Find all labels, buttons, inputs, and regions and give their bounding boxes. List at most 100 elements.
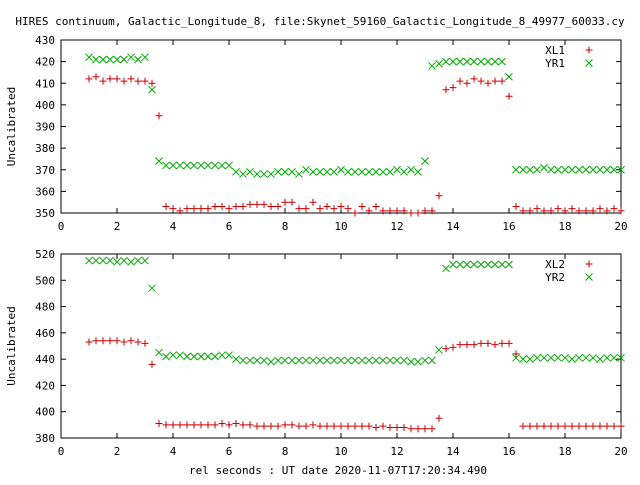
data-point (428, 207, 436, 215)
data-point (540, 422, 548, 430)
y-tick-label: 400 (35, 406, 55, 419)
x-tick-label: 2 (114, 445, 121, 458)
data-point (393, 423, 401, 431)
data-point (148, 284, 156, 293)
data-point (253, 200, 261, 208)
data-point (617, 353, 625, 362)
data-point (498, 260, 506, 269)
data-point (141, 256, 149, 265)
data-point (491, 341, 499, 349)
data-point (85, 256, 93, 265)
data-point (449, 57, 457, 66)
data-point (414, 209, 422, 217)
data-point (547, 165, 555, 174)
data-point (232, 355, 240, 363)
data-point (176, 207, 184, 215)
data-point (162, 161, 170, 170)
data-point (218, 351, 226, 360)
data-point (309, 356, 317, 365)
data-point (225, 161, 233, 170)
data-point (337, 165, 345, 174)
data-point (470, 75, 478, 83)
data-point (610, 205, 618, 213)
data-point (421, 356, 429, 365)
data-point (449, 84, 457, 92)
y-tick-label: 480 (35, 301, 55, 314)
data-point (225, 351, 233, 360)
data-point (288, 168, 296, 176)
data-point (323, 356, 331, 365)
x-tick-label: 0 (58, 445, 65, 458)
data-point (204, 421, 212, 429)
data-point (372, 356, 380, 365)
data-point (99, 256, 107, 265)
data-point (113, 258, 121, 266)
data-point (232, 420, 240, 428)
data-point (400, 207, 408, 215)
data-point (442, 86, 450, 94)
legend-marker (585, 46, 593, 54)
data-point (92, 256, 100, 265)
x-tick-label: 8 (282, 220, 289, 233)
data-point (120, 338, 128, 346)
data-point (512, 165, 520, 174)
data-point (442, 264, 450, 273)
data-point (554, 165, 562, 174)
data-point (183, 205, 191, 213)
data-point (134, 77, 142, 85)
data-point (344, 356, 352, 365)
data-point (428, 356, 436, 365)
data-point (386, 168, 394, 176)
data-point (253, 422, 261, 430)
legend-marker (585, 260, 593, 268)
data-point (414, 357, 422, 366)
data-point (134, 55, 142, 64)
data-point (526, 355, 534, 363)
x-tick-label: 10 (334, 445, 347, 458)
data-point (484, 79, 492, 87)
data-point (344, 422, 352, 430)
x-tick-label: 16 (502, 445, 515, 458)
data-point (169, 205, 177, 213)
data-point (540, 207, 548, 215)
data-point (400, 423, 408, 431)
data-point (477, 339, 485, 347)
x-tick-label: 2 (114, 220, 121, 233)
data-point (435, 59, 443, 68)
data-point (351, 168, 359, 176)
data-point (526, 422, 534, 430)
data-point (379, 422, 387, 430)
y-tick-label: 440 (35, 353, 55, 366)
data-point (309, 198, 317, 206)
data-point (491, 77, 499, 85)
data-point (295, 422, 303, 430)
data-point (127, 258, 135, 266)
data-point (470, 260, 478, 269)
y-axis-label: Uncalibrated (5, 306, 18, 385)
data-point (484, 57, 492, 66)
data-point (169, 161, 177, 170)
series-XL2 (85, 337, 625, 433)
data-point (575, 165, 583, 174)
data-point (113, 75, 121, 83)
legend-label: YR1 (545, 57, 565, 70)
data-point (533, 205, 541, 213)
data-point (267, 357, 275, 366)
data-point (596, 355, 604, 363)
data-point (337, 422, 345, 430)
data-point (512, 203, 520, 211)
data-point (421, 425, 429, 433)
y-tick-label: 380 (35, 432, 55, 445)
data-point (295, 356, 303, 365)
x-tick-label: 4 (170, 220, 177, 233)
data-point (449, 343, 457, 351)
data-point (218, 203, 226, 211)
data-point (204, 205, 212, 213)
data-point (372, 168, 380, 176)
data-point (421, 157, 429, 165)
data-point (414, 168, 422, 176)
data-point (428, 425, 436, 433)
data-point (561, 165, 569, 174)
x-tick-label: 6 (226, 445, 233, 458)
data-point (190, 161, 198, 170)
